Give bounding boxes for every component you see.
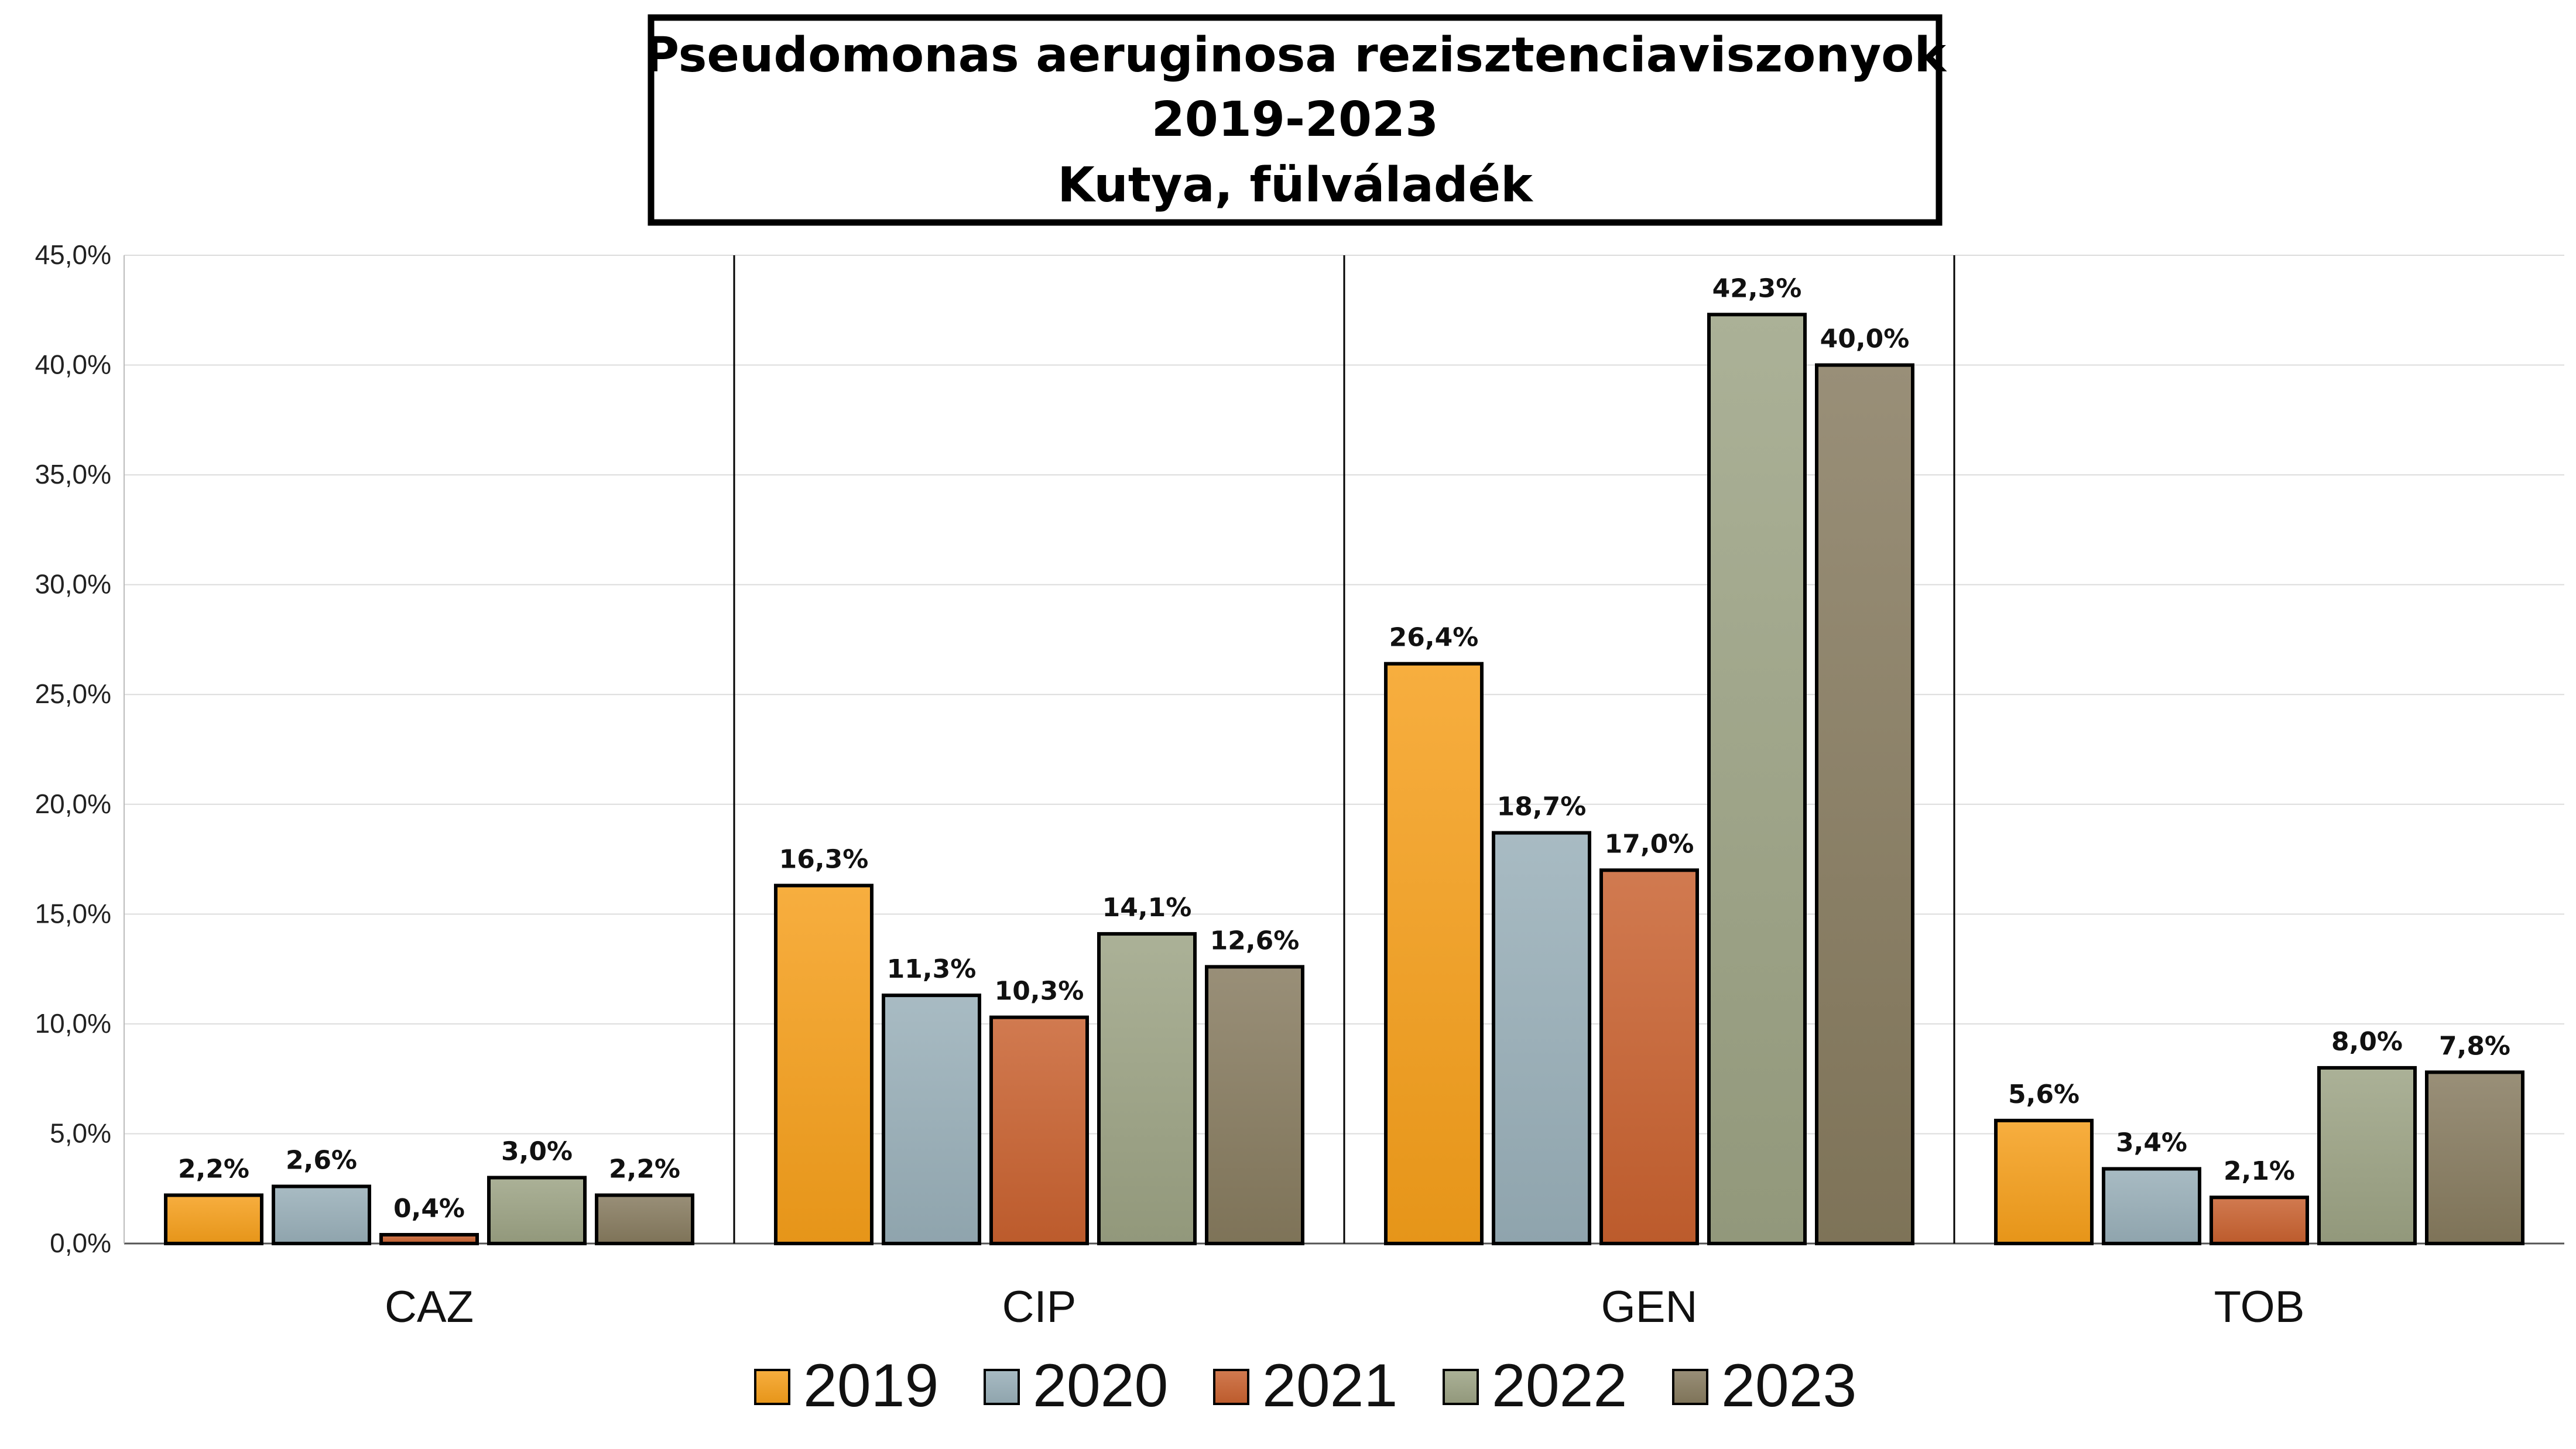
bars [164,313,2524,1246]
data-label-gen-2022: 42,3% [1712,273,1802,303]
bar-gen-2020 [1492,831,1591,1245]
y-tick-label: 25,0% [35,679,111,709]
legend-label-2022: 2022 [1492,1352,1627,1420]
legend-swatch-2021 [1213,1369,1249,1405]
y-tick-label: 20,0% [35,789,111,819]
data-label-cip-2023: 12,6% [1210,926,1300,955]
title-line-1: Pseudomonas aeruginosa rezisztenciaviszo… [644,28,1948,83]
y-tick-label: 30,0% [35,569,111,600]
bar-cip-2020 [882,994,981,1245]
data-label-caz-2021: 0,4% [393,1194,465,1224]
bar-caz-2023 [595,1193,694,1246]
legend-swatch-2019 [754,1369,790,1405]
chart-title: Pseudomonas aeruginosa rezisztenciaviszo… [644,14,1948,226]
bar-cip-2023 [1205,965,1304,1245]
legend: 2019 2020 2021 2022 2023 [754,1352,1856,1420]
bar-tob-2020 [2102,1167,2201,1246]
data-label-gen-2020: 18,7% [1497,792,1587,822]
bar-tob-2021 [2210,1195,2309,1246]
data-label-tob-2020: 3,4% [2116,1128,2187,1157]
data-label-tob-2022: 8,0% [2331,1027,2403,1057]
y-tick-label: 45,0% [35,239,111,270]
bar-gen-2023 [1815,363,1914,1245]
data-label-gen-2019: 26,4% [1389,623,1479,653]
legend-label-2021: 2021 [1262,1352,1397,1420]
data-label-caz-2019: 2,2% [178,1154,249,1184]
y-tick-label: 5,0% [50,1118,111,1148]
bar-tob-2022 [2317,1066,2417,1246]
legend-label-2019: 2019 [803,1352,938,1420]
bar-gen-2019 [1384,662,1484,1245]
data-label-cip-2021: 10,3% [995,977,1084,1006]
category-label-caz: CAZ [385,1282,474,1332]
legend-swatch-2023 [1672,1369,1708,1405]
data-label-tob-2021: 2,1% [2224,1156,2295,1186]
data-label-caz-2023: 2,2% [609,1154,680,1184]
category-label-tob: TOB [2214,1282,2305,1332]
bar-tob-2023 [2425,1070,2524,1245]
category-label-gen: GEN [1601,1282,1698,1332]
bar-gen-2021 [1599,868,1699,1246]
legend-swatch-2020 [984,1369,1020,1405]
y-tick-label: 15,0% [35,898,111,929]
bar-caz-2022 [487,1176,587,1246]
category-separators [733,255,1955,1244]
data-label-tob-2019: 5,6% [2008,1080,2080,1109]
y-tick-label: 0,0% [50,1228,111,1258]
category-label-cip: CIP [1002,1282,1077,1332]
y-axis: 0,0% 5,0% 10,0% 15,0% 20,0% 25,0% 30,0% 35,0% 40… [35,239,125,1258]
bar-gen-2022 [1707,313,1807,1245]
data-label-cip-2020: 11,3% [887,954,977,984]
bar-cip-2022 [1097,932,1197,1246]
title-line-2: 2019-2023 [1152,92,1438,148]
bar-caz-2020 [272,1184,371,1245]
data-label-caz-2020: 2,6% [286,1145,357,1175]
y-tick-label: 40,0% [35,350,111,380]
bar-tob-2019 [1994,1118,2094,1245]
legend-label-2023: 2023 [1721,1352,1856,1420]
data-label-gen-2023: 40,0% [1820,324,1910,354]
data-label-cip-2019: 16,3% [779,845,869,875]
data-label-gen-2021: 17,0% [1605,829,1694,859]
bar-caz-2021 [379,1232,479,1246]
data-label-tob-2023: 7,8% [2439,1031,2510,1061]
y-tick-label: 10,0% [35,1008,111,1039]
x-axis-category-labels: CAZ CIP GEN TOB [385,1282,2304,1332]
legend-swatch-2022 [1443,1369,1479,1405]
data-label-cip-2022: 14,1% [1102,893,1192,923]
bar-caz-2019 [164,1193,263,1246]
y-tick-label: 35,0% [35,459,111,489]
data-labels: 2,2% 2,6% 0,4% 3,0% 2,2% 16,3% 11,3% 10,3% 14,1%… [178,273,2510,1224]
title-line-3: Kutya, fülváladék [1057,157,1534,213]
bar-cip-2019 [774,883,873,1245]
legend-label-2020: 2020 [1033,1352,1168,1420]
title-box [648,14,1943,226]
bar-cip-2021 [989,1015,1089,1245]
data-label-caz-2022: 3,0% [501,1136,573,1166]
